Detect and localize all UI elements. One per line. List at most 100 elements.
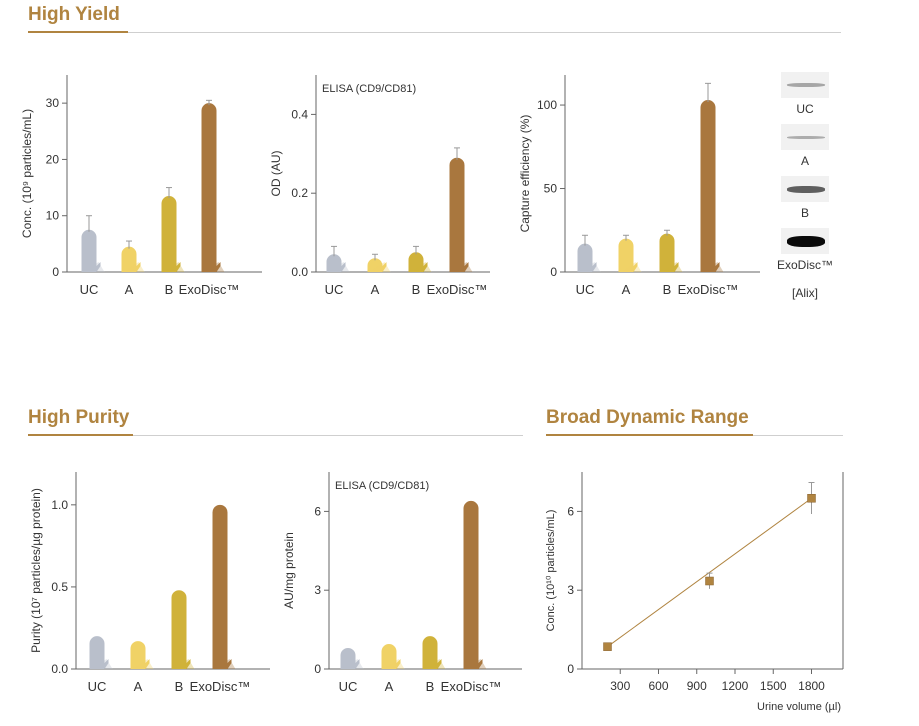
yield-capture-bar-2 [659,233,679,272]
yield-capture-y-tick-label: 50 [544,182,558,196]
purity-elisa-annotation: ELISA (CD9/CD81) [335,480,429,492]
purity-x-tick-label-2: B [175,679,184,694]
purity-bar-2 [171,590,191,669]
western-blot-band-0 [787,83,825,87]
dynamic-range-point-0 [603,642,612,651]
yield-elisa-bar-shadow-2 [410,262,432,272]
purity-elisa-bar-3 [463,500,483,669]
yield-conc-x-tick-label-3: ExoDisc™ [179,282,240,297]
yield-elisa-bar-0 [326,254,346,272]
purity-bar-shadow-0 [91,659,113,669]
purity-y-tick-label: 0.5 [51,580,68,594]
yield-elisa-y-axis-label: OD (AU) [269,151,283,197]
dynamic-range-y-axis-label: Conc. (10¹⁰ particles/mL) [545,510,557,632]
high-yield-rule [128,32,841,33]
yield-elisa-bar-2 [408,252,428,272]
section-title-high-yield: High Yield [28,4,120,25]
dynamic-range-x-axis-label: Urine volume (µl) [757,701,841,713]
yield-conc-y-tick-label: 0 [52,265,59,279]
yield-elisa-bar-shadow-3 [451,262,473,272]
purity-elisa-bar-shadow-3 [465,659,487,669]
dynamic-range-x-tick-label: 900 [687,679,707,693]
purity-elisa-bar-shadow-1 [383,659,405,669]
yield-conc-x-tick-label-2: B [165,282,174,297]
yield-capture-y-tick-label: 100 [537,98,557,112]
purity-elisa-x-tick-label-2: B [426,679,435,694]
yield-capture-bar-1 [618,238,638,272]
yield-capture-bar-3 [700,100,720,272]
yield-conc-y-tick-label: 30 [46,96,60,110]
purity-elisa-bar-shadow-2 [424,659,446,669]
yield-conc-y-tick-label: 20 [46,152,60,166]
purity-bar-shadow-1 [132,659,154,669]
section-title-high-purity: High Purity [28,407,130,428]
yield-elisa-bar-1 [367,258,387,272]
yield-conc-x-tick-label-1: A [125,282,134,297]
purity-elisa-x-tick-label-0: UC [339,679,358,694]
yield-elisa-bar-shadow-1 [369,262,391,272]
yield-elisa-annotation: ELISA (CD9/CD81) [322,83,416,95]
purity-elisa-bar-2 [422,636,442,669]
purity-elisa-x-tick-label-1: A [385,679,394,694]
yield-capture-x-tick-label-2: B [663,282,672,297]
yield-elisa-y-tick-label: 0.2 [291,186,308,200]
purity-elisa-bar-0 [340,647,360,669]
high-purity-underline [28,434,133,436]
yield-elisa-x-tick-label-2: B [412,282,421,297]
western-blot-lane-1 [781,124,829,150]
yield-capture-y-axis-label: Capture efficiency (%) [518,115,532,233]
yield-conc-bar-shadow-3 [203,262,225,272]
yield-capture-bar-shadow-2 [661,262,683,272]
western-blot-lane-2 [781,176,829,202]
purity-x-tick-label-3: ExoDisc™ [190,679,251,694]
purity-elisa-y-axis-label: AU/mg protein [282,532,296,609]
dynamic-range-point-1 [705,576,714,586]
dynamic-range-x-tick-label: 1500 [760,679,787,693]
high-purity-rule [133,435,523,436]
section-title-broad-dynamic-range: Broad Dynamic Range [546,407,749,428]
western-blot-label-0: UC [796,102,814,116]
yield-capture-bar-shadow-0 [579,262,601,272]
yield-elisa-bar-3 [449,157,469,272]
yield-capture-bar-0 [577,243,597,272]
purity-bar-shadow-2 [173,659,195,669]
yield-conc-x-tick-label-0: UC [80,282,99,297]
dynamic-range-x-tick-label: 300 [610,679,630,693]
purity-y-axis-label: Purity (10⁷ particles/µg protein) [29,488,43,653]
broad-dynamic-range-rule [753,435,843,436]
purity-elisa-y-tick-label: 6 [314,504,321,518]
purity-elisa-bar-1 [381,644,401,669]
purity-x-tick-label-0: UC [88,679,107,694]
yield-conc-y-axis-label: Conc. (10⁹ particles/mL) [20,109,34,238]
purity-bar-3 [212,504,232,669]
dynamic-range-x-tick-label: 600 [648,679,668,693]
purity-elisa-y-tick-label: 3 [314,583,321,597]
purity-bar-1 [130,641,150,669]
yield-conc-bar-shadow-0 [83,262,105,272]
dynamic-range-fit-line [607,497,812,648]
purity-bar-0 [89,636,109,669]
yield-capture-x-tick-label-3: ExoDisc™ [678,282,739,297]
broad-dynamic-range-underline [546,434,753,436]
western-blot-label-2: B [800,206,809,220]
dynamic-range-x-tick-label: 1800 [798,679,825,693]
purity-elisa-x-tick-label-3: ExoDisc™ [441,679,502,694]
yield-elisa-x-tick-label-3: ExoDisc™ [427,282,488,297]
yield-capture-y-tick-label: 0 [550,265,557,279]
western-blot-band-2 [787,185,825,193]
yield-conc-bar-3 [201,103,221,272]
yield-capture-x-tick-label-1: A [622,282,631,297]
western-blot-band-3 [787,235,825,247]
western-blot-band-1 [787,135,825,139]
western-blot-lane-3 [781,228,829,254]
western-blot-caption: [Alix] [791,286,818,300]
western-blot-label-3: ExoDisc™ [776,258,833,272]
yield-elisa-y-tick-label: 0.0 [291,265,308,279]
dynamic-range-x-tick-label: 1200 [722,679,749,693]
western-blot-lane-0 [781,72,829,98]
purity-elisa-y-tick-label: 0 [314,662,321,676]
purity-x-tick-label-1: A [134,679,143,694]
western-blot-label-1: A [800,154,809,168]
purity-bar-shadow-3 [214,659,236,669]
